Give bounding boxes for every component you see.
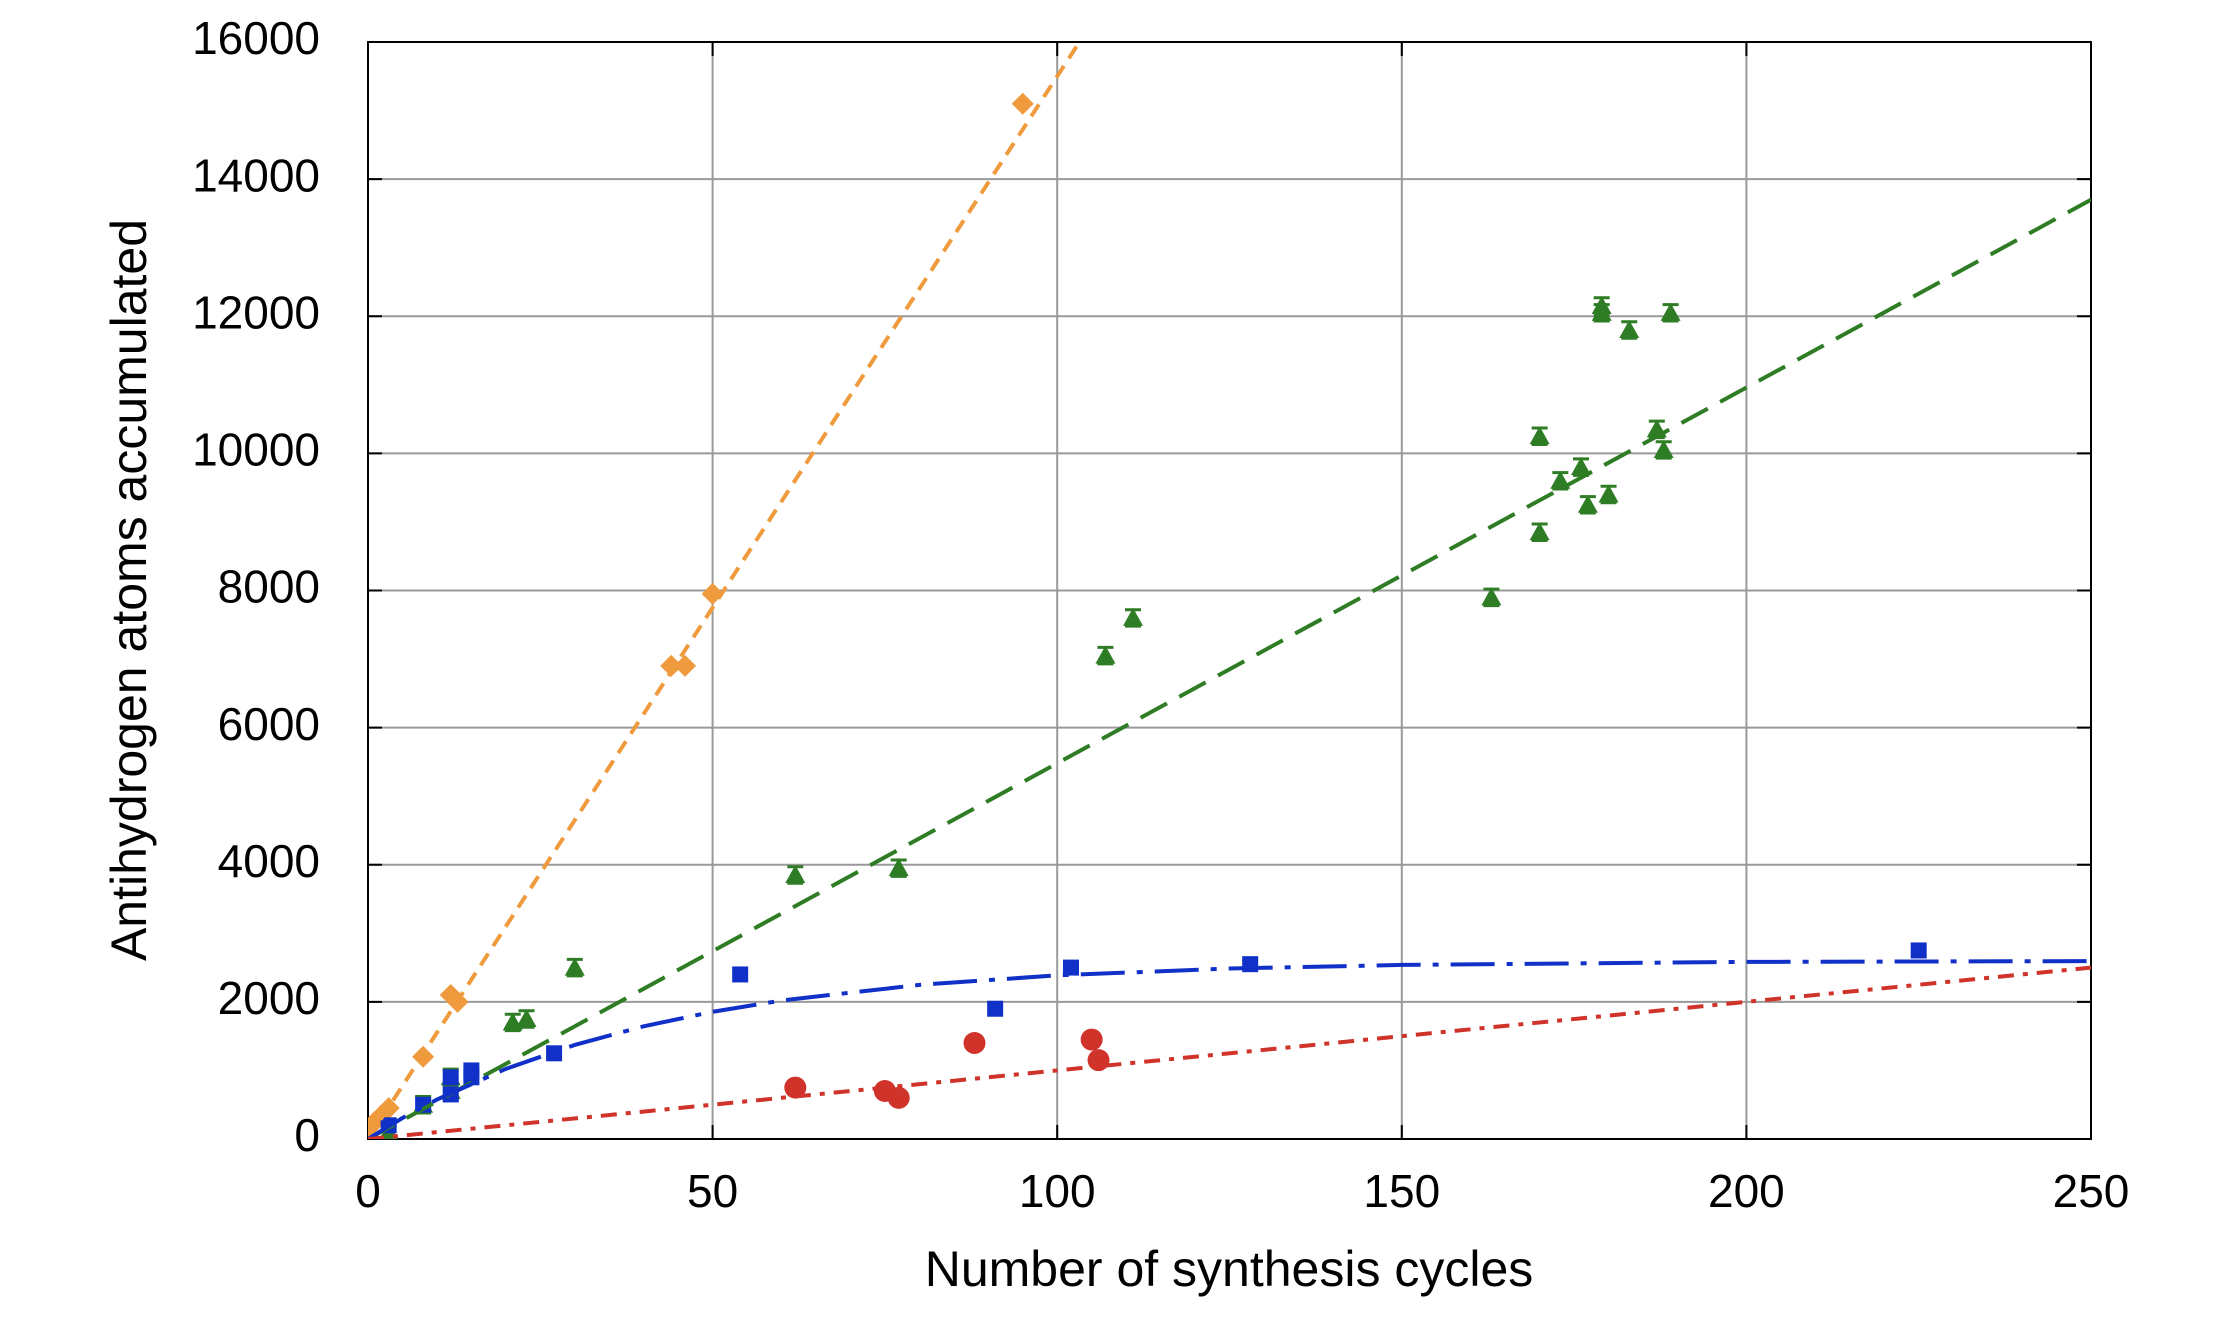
- triangle-marker: [1598, 484, 1619, 503]
- square-marker: [1062, 959, 1079, 976]
- square-marker: [463, 1062, 480, 1079]
- triangle-marker: [1591, 302, 1612, 321]
- triangle-marker: [1570, 457, 1591, 476]
- diamond-marker: [660, 654, 683, 677]
- fit-line: [368, 965, 2091, 1139]
- y-tick-label: 0: [294, 1109, 320, 1161]
- circle-marker: [887, 1086, 910, 1109]
- triangle-marker: [516, 1009, 537, 1028]
- diamond-marker: [674, 654, 697, 677]
- triangle-marker: [1095, 645, 1116, 664]
- x-tick-label: 50: [687, 1165, 738, 1217]
- triangle-marker: [1619, 319, 1640, 338]
- y-tick-label: 4000: [218, 835, 320, 887]
- triangle-marker: [1529, 522, 1550, 541]
- plot-frame: [367, 41, 2092, 1140]
- x-axis-title: Number of synthesis cycles: [925, 1241, 1534, 1297]
- circle-marker: [963, 1032, 986, 1055]
- triangle-marker: [1529, 426, 1550, 445]
- triangle-marker: [888, 858, 909, 877]
- circle-marker: [784, 1076, 807, 1099]
- x-tick-label: 250: [2053, 1165, 2130, 1217]
- x-tick-label: 150: [1363, 1165, 1440, 1217]
- x-tick-label: 0: [355, 1165, 381, 1217]
- x-tick-label: 100: [1019, 1165, 1096, 1217]
- y-tick-label: 16000: [192, 12, 320, 64]
- circle-marker: [1087, 1049, 1110, 1072]
- triangle-marker: [1123, 607, 1144, 626]
- square-marker: [1910, 942, 1927, 959]
- diamond-marker: [701, 582, 724, 605]
- square-marker: [732, 966, 749, 983]
- y-tick-label: 12000: [192, 286, 320, 338]
- fit-line: [368, 197, 2091, 1139]
- triangle-marker: [1660, 302, 1681, 321]
- x-tick-label: 200: [1708, 1165, 1785, 1217]
- triangle-marker: [1481, 587, 1502, 606]
- circle-marker: [1080, 1028, 1103, 1051]
- triangle-marker: [1577, 494, 1598, 513]
- y-tick-label: 6000: [218, 698, 320, 750]
- fit-line: [368, 43, 1080, 1139]
- diamond-marker: [1011, 92, 1034, 115]
- triangle-marker: [564, 957, 585, 976]
- plot-area: [368, 43, 2091, 1139]
- y-tick-label: 8000: [218, 561, 320, 613]
- square-marker: [442, 1069, 459, 1086]
- y-tick-label: 14000: [192, 149, 320, 201]
- y-axis-title: Antihydrogen atoms accumulated: [101, 219, 157, 961]
- triangle-marker: [1653, 439, 1674, 458]
- triangle-marker: [785, 865, 806, 884]
- y-tick-label: 2000: [218, 972, 320, 1024]
- fit-line: [368, 959, 2091, 1139]
- square-marker: [987, 1000, 1004, 1017]
- y-tick-label: 10000: [192, 424, 320, 476]
